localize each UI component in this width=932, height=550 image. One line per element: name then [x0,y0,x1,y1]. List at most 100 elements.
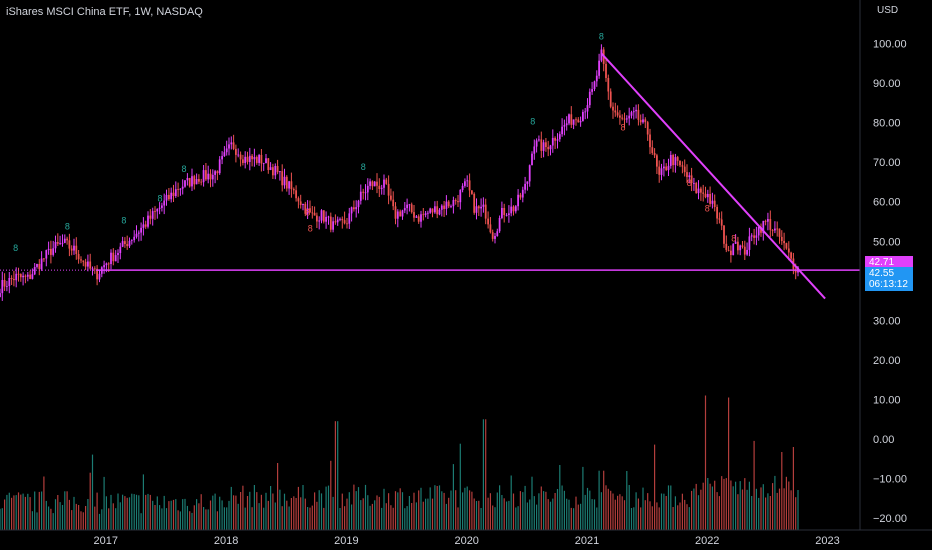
candle-body [436,206,439,215]
candle-body [447,201,450,207]
candle-body [348,213,351,224]
volume-bar [209,500,212,530]
descending-trendline[interactable] [600,52,826,300]
volume-bar [469,490,471,530]
volume-bar [748,481,750,530]
candle-body [147,215,149,227]
volume-bar [357,487,360,530]
volume-bar [337,421,339,530]
candle-body [84,261,87,267]
candle-body [353,207,355,210]
candle-body [334,221,337,223]
volume-bar [605,485,607,530]
candle-body [755,235,758,238]
volume-bar [792,447,794,530]
candle-body [535,140,538,147]
candle-body [429,208,432,213]
candle-body [767,219,769,222]
candle-body [609,91,612,107]
volume-bar [473,498,475,530]
volume-bar [376,495,378,530]
candle-body [716,207,718,219]
volume-bar [263,507,265,530]
candle-body [549,145,552,150]
volume-bar [672,507,674,530]
volume-bar [621,496,623,530]
candle-body [565,123,568,126]
candle-body [181,186,184,189]
chart-title: iShares MSCI China ETF, 1W, NASDAQ [6,6,203,18]
candle-body [746,249,748,255]
candle-body [103,265,105,268]
volume-bar [457,507,459,530]
volume-bar [510,475,512,530]
candle-body [54,242,57,249]
candle-body [545,142,547,147]
volume-bar [367,495,369,530]
candle-body [304,203,307,214]
volume-bar [580,503,582,530]
volume-bar [670,485,672,530]
candle-body [630,112,633,116]
candle-body [725,243,728,250]
volume-bar [41,491,43,530]
candle-body [473,193,476,213]
candle-body [582,112,584,122]
candle-body [332,221,334,230]
candle-body [154,211,156,212]
volume-bar [517,506,519,530]
candle-body [614,110,617,113]
candle-body [156,208,159,212]
candle-body [396,211,399,219]
candle-body [743,246,746,255]
volume-bar [746,489,748,530]
volume-bar [566,498,568,530]
volume-bar [265,492,267,530]
volume-bar [436,486,438,530]
volume-bar [293,496,295,530]
candle-body [762,220,765,233]
candle-body [107,263,110,265]
candle-body [720,219,723,226]
volume-bar [725,478,727,530]
sell-setup-marker: 8 [687,178,692,188]
candle-body [31,274,34,279]
candle-body [311,212,314,214]
volume-bar [73,496,75,530]
candle-body [702,192,705,194]
y-tick-label: 100.00 [873,39,907,51]
volume-bar [318,490,320,530]
volume-bar [554,493,556,530]
volume-bar [582,466,584,530]
volume-bar [152,500,154,530]
candle-body [623,118,626,120]
candle-body [350,207,353,214]
volume-bar [302,485,304,530]
candle-body [577,119,580,123]
volume-bar [156,496,158,530]
candle-body [198,179,200,182]
candle-body [431,208,434,213]
volume-bar [170,500,172,530]
volume-bar [593,499,596,530]
candle-body [172,192,175,196]
candle-body [508,213,510,215]
volume-bar [15,495,17,530]
candle-body [325,216,327,222]
volume-bar [230,486,232,530]
y-tick-label: −20.00 [873,513,907,525]
volume-bar [110,494,112,530]
candle-body [457,201,459,203]
candle-body [438,209,441,215]
candle-body [248,155,251,162]
volume-bar [686,504,688,530]
candle-body [128,240,131,247]
x-tick-label: 2023 [815,535,839,547]
volume-bar [628,485,630,530]
candle-body [612,106,614,111]
candle-body [209,173,212,180]
volume-bar [589,490,591,530]
candle-body [98,273,101,280]
volume-bar [45,500,47,530]
